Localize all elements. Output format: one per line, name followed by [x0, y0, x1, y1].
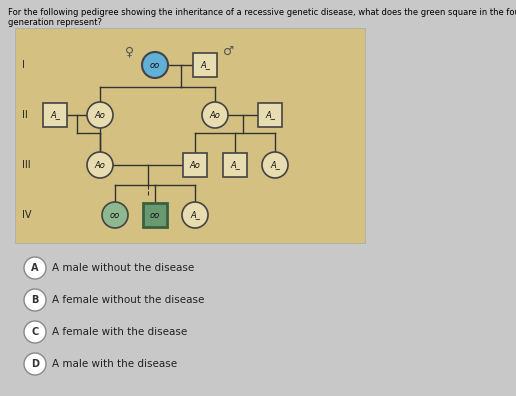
- Bar: [43, 103, 67, 127]
- Circle shape: [102, 202, 128, 228]
- Text: A_: A_: [270, 160, 280, 169]
- Text: For the following pedigree showing the inheritance of a recessive genetic diseas: For the following pedigree showing the i…: [8, 8, 516, 17]
- Text: A_: A_: [265, 110, 275, 120]
- Circle shape: [142, 52, 168, 78]
- Circle shape: [262, 152, 288, 178]
- Text: Ao: Ao: [189, 160, 200, 169]
- Bar: [143, 203, 167, 227]
- Text: oo: oo: [110, 211, 120, 219]
- Bar: [183, 153, 207, 177]
- Text: C: C: [31, 327, 39, 337]
- Bar: [258, 103, 282, 127]
- Circle shape: [87, 152, 113, 178]
- Text: ♂: ♂: [223, 45, 234, 58]
- FancyBboxPatch shape: [15, 28, 365, 243]
- Text: generation represent?: generation represent?: [8, 18, 102, 27]
- Circle shape: [24, 257, 46, 279]
- Circle shape: [202, 102, 228, 128]
- Text: I: I: [22, 60, 25, 70]
- Text: A_: A_: [230, 160, 240, 169]
- Text: A male without the disease: A male without the disease: [52, 263, 194, 273]
- Circle shape: [24, 289, 46, 311]
- Text: A_: A_: [50, 110, 60, 120]
- Text: A_: A_: [200, 61, 210, 70]
- Text: A: A: [31, 263, 39, 273]
- Text: Ao: Ao: [94, 160, 105, 169]
- Circle shape: [24, 321, 46, 343]
- Text: oo: oo: [150, 61, 160, 70]
- Text: A male with the disease: A male with the disease: [52, 359, 177, 369]
- Text: A_: A_: [190, 211, 200, 219]
- Circle shape: [87, 102, 113, 128]
- Text: IV: IV: [22, 210, 31, 220]
- Circle shape: [182, 202, 208, 228]
- Text: oo: oo: [150, 211, 160, 219]
- Bar: [223, 153, 247, 177]
- Text: III: III: [22, 160, 30, 170]
- Text: A female without the disease: A female without the disease: [52, 295, 204, 305]
- Text: II: II: [22, 110, 28, 120]
- Text: Ao: Ao: [94, 110, 105, 120]
- Text: B: B: [31, 295, 39, 305]
- Text: D: D: [31, 359, 39, 369]
- Circle shape: [24, 353, 46, 375]
- Bar: [193, 53, 217, 77]
- Text: Ao: Ao: [209, 110, 220, 120]
- Text: A female with the disease: A female with the disease: [52, 327, 187, 337]
- Text: ♀: ♀: [125, 45, 134, 58]
